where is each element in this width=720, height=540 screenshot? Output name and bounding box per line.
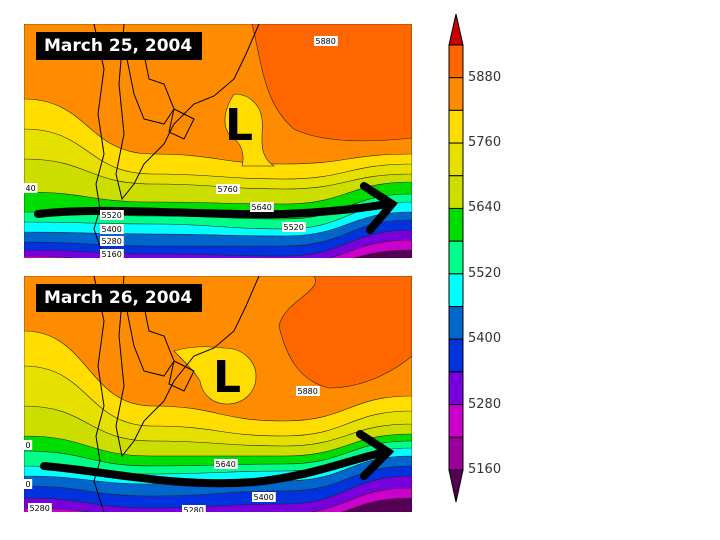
colorbar-tick-label: 5640 bbox=[468, 200, 502, 216]
colorbar-tick-label: 5280 bbox=[468, 396, 502, 412]
high-band-5880 bbox=[278, 276, 412, 389]
coastline bbox=[115, 276, 260, 458]
contour-label-bg bbox=[216, 184, 240, 194]
arrow-head bbox=[356, 430, 395, 480]
contour-label-bg bbox=[296, 386, 320, 396]
contour-label-text: 5280 bbox=[102, 237, 122, 246]
contour-label: 5520 bbox=[100, 210, 124, 220]
contour-label: 5760 bbox=[216, 184, 240, 194]
low-marker: L bbox=[225, 100, 253, 151]
jet-stream-arrow bbox=[40, 448, 390, 488]
colorbar bbox=[448, 13, 464, 503]
contour-label-text: 5640 bbox=[252, 203, 272, 212]
contour-label: 5640 bbox=[250, 202, 274, 212]
coastline bbox=[115, 24, 260, 201]
contour-label: 5160 bbox=[100, 249, 124, 258]
colorbar-swatch bbox=[448, 436, 464, 471]
map-panel-march-26: L 5880 5640 5400 5280 5280 0 0 March 26, 2004 bbox=[24, 276, 412, 512]
colorbar-tick-label: 5760 bbox=[468, 135, 502, 151]
colorbar-swatch bbox=[448, 338, 464, 373]
contour-label-text: 5520 bbox=[284, 223, 304, 232]
low-pressure-region bbox=[173, 346, 257, 405]
height-contour-map: L 5880 5640 5400 5280 5280 0 0 bbox=[24, 276, 412, 512]
contour-label-text: 5760 bbox=[218, 185, 238, 194]
panel-title: March 25, 2004 bbox=[36, 32, 203, 60]
colorbar-tick-label: 5520 bbox=[468, 265, 502, 281]
contour-label-text: 5280 bbox=[30, 504, 50, 512]
contour-label-bg bbox=[24, 183, 38, 193]
contour-label-bg bbox=[24, 440, 33, 450]
contour-label: 5880 bbox=[296, 386, 320, 396]
contour-label-bg bbox=[250, 202, 274, 212]
contour-label-text: 5280 bbox=[184, 506, 204, 512]
colorbar-tick-label: 5880 bbox=[468, 69, 502, 85]
high-band-5880 bbox=[251, 24, 412, 142]
colorbar-swatch bbox=[448, 306, 464, 340]
colorbar-swatch bbox=[448, 240, 464, 275]
contour-label-text: 40 bbox=[26, 184, 36, 193]
contour-label-bg bbox=[100, 236, 124, 246]
jet-stream-arrow bbox=[34, 200, 392, 219]
contour-label-text: 0 bbox=[26, 441, 31, 450]
contour-label: 5400 bbox=[100, 224, 124, 234]
contour-label: 5280 bbox=[182, 505, 206, 512]
contour-label: 0 bbox=[24, 440, 33, 450]
contour-label-text: 5640 bbox=[216, 460, 236, 469]
coastline bbox=[93, 276, 105, 512]
colorbar-swatch bbox=[448, 44, 464, 79]
contour-label-text: 5400 bbox=[102, 225, 122, 234]
colorbar-swatch bbox=[448, 273, 464, 308]
contour-label-text: 5520 bbox=[102, 211, 122, 220]
contour-label-bg bbox=[314, 36, 338, 46]
contour-label-text: 5400 bbox=[254, 493, 274, 502]
contour-label-text: 0 bbox=[26, 480, 31, 489]
colorbar-swatch bbox=[448, 77, 464, 111]
contour-label-text: 5160 bbox=[102, 250, 122, 258]
arrow-head bbox=[360, 182, 398, 234]
colorbar-tick-label: 5400 bbox=[468, 331, 502, 347]
height-contour-map: L 5880 5760 5640 5520 5400 5280 5160 40 5520 bbox=[24, 24, 412, 258]
contour-label-bg bbox=[182, 505, 206, 512]
colorbar-max-arrow bbox=[448, 13, 464, 46]
contour-label-bg bbox=[100, 224, 124, 234]
coastline bbox=[168, 108, 195, 140]
contour-label-bg bbox=[28, 503, 52, 512]
contour-label-text: 5880 bbox=[316, 37, 336, 46]
colorbar-swatch bbox=[448, 404, 464, 438]
contour-label: 5520 bbox=[282, 222, 306, 232]
colorbar-swatch bbox=[448, 142, 464, 177]
colorbar-swatch bbox=[448, 109, 464, 144]
contour-label-bg bbox=[214, 459, 238, 469]
contour-label: 5280 bbox=[100, 236, 124, 246]
map-panel-march-25: L 5880 5760 5640 5520 5400 5280 5160 40 5520 Marc… bbox=[24, 24, 412, 258]
colorbar-swatch bbox=[448, 207, 464, 242]
contour-label-bg bbox=[100, 210, 124, 220]
colorbar-swatch bbox=[448, 371, 464, 406]
coastline bbox=[168, 360, 195, 392]
contour-label-bg bbox=[24, 479, 33, 489]
low-pressure-region bbox=[224, 93, 275, 167]
contour-label: 5880 bbox=[314, 36, 338, 46]
contour-label: 5280 bbox=[28, 503, 52, 512]
contour-label: 0 bbox=[24, 479, 33, 489]
coastline bbox=[93, 24, 105, 258]
colorbar-tick-label: 5160 bbox=[468, 462, 502, 477]
contour-label-text: 5880 bbox=[298, 387, 318, 396]
contour-label-bg bbox=[100, 249, 124, 258]
colorbar-min-arrow bbox=[448, 469, 464, 503]
low-marker: L bbox=[213, 352, 241, 403]
colorbar-swatch bbox=[448, 175, 464, 209]
contour-label-bg bbox=[252, 492, 276, 502]
contour-label: 40 bbox=[24, 183, 38, 193]
contour-label-bg bbox=[282, 222, 306, 232]
contour-label: 5400 bbox=[252, 492, 276, 502]
panel-title: March 26, 2004 bbox=[36, 284, 203, 312]
contour-label: 5640 bbox=[214, 459, 238, 469]
